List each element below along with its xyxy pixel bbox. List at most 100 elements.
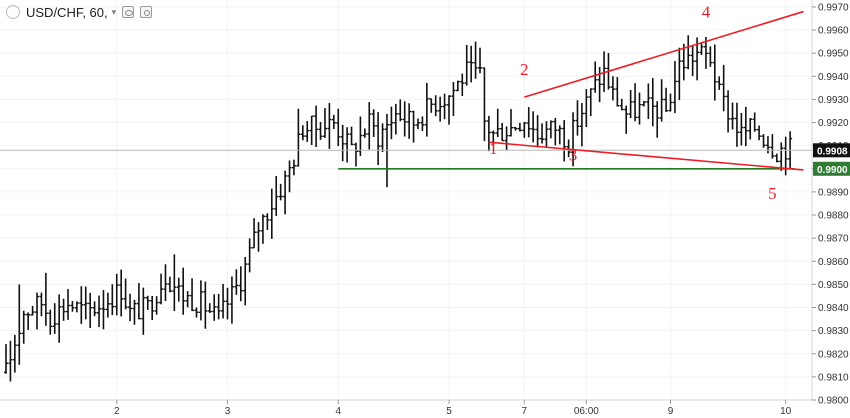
ohlc-bar[interactable] — [136, 283, 141, 320]
ohlc-bar[interactable] — [571, 112, 576, 167]
ohlc-bar[interactable] — [628, 89, 633, 119]
ohlc-bar[interactable] — [362, 128, 367, 138]
ohlc-bar[interactable] — [500, 122, 505, 142]
ohlc-bar[interactable] — [39, 292, 44, 317]
ohlc-bar[interactable] — [726, 90, 731, 133]
visibility-icon[interactable] — [122, 6, 135, 18]
ohlc-bar[interactable] — [717, 76, 722, 90]
ohlc-bar[interactable] — [442, 93, 447, 120]
ohlc-bar[interactable] — [415, 118, 420, 130]
ohlc-bar[interactable] — [535, 115, 540, 148]
ohlc-bar[interactable] — [150, 295, 155, 321]
ohlc-bar[interactable] — [88, 292, 93, 329]
ohlc-bar[interactable] — [66, 289, 71, 320]
ohlc-bar[interactable] — [548, 120, 553, 139]
ohlc-bar[interactable] — [677, 47, 682, 101]
ohlc-bar[interactable] — [681, 43, 686, 81]
ohlc-bar[interactable] — [513, 126, 518, 131]
ohlc-bar[interactable] — [353, 142, 358, 167]
ohlc-bar[interactable] — [690, 45, 695, 77]
ohlc-bar[interactable] — [659, 79, 664, 122]
ohlc-bar[interactable] — [455, 80, 460, 92]
ohlc-bar[interactable] — [478, 47, 483, 74]
ohlc-bar[interactable] — [278, 183, 283, 201]
ohlc-bar[interactable] — [504, 126, 509, 151]
ohlc-bar[interactable] — [207, 303, 212, 313]
ohlc-bar[interactable] — [579, 103, 584, 147]
ohlc-bar[interactable] — [544, 121, 549, 148]
ohlc-bar[interactable] — [540, 123, 545, 144]
ohlc-bar[interactable] — [358, 116, 363, 156]
ohlc-bar[interactable] — [314, 105, 319, 148]
ohlc-bar[interactable] — [212, 294, 217, 321]
ohlc-bar[interactable] — [402, 101, 407, 137]
ohlc-bar[interactable] — [336, 108, 341, 147]
ohlc-bar[interactable] — [610, 76, 615, 101]
ohlc-bar[interactable] — [575, 100, 580, 136]
ohlc-bar[interactable] — [345, 127, 350, 163]
ohlc-bar[interactable] — [216, 293, 221, 320]
ohlc-bar[interactable] — [43, 272, 48, 326]
ohlc-bar[interactable] — [35, 292, 40, 330]
ohlc-bar[interactable] — [562, 120, 567, 162]
ohlc-bar[interactable] — [92, 301, 97, 317]
ohlc-bar[interactable] — [194, 307, 199, 318]
ohlc-bar[interactable] — [473, 41, 478, 79]
ohlc-bar[interactable] — [464, 45, 469, 86]
ohlc-bar[interactable] — [708, 46, 713, 67]
ohlc-bar[interactable] — [119, 269, 124, 317]
ohlc-bar[interactable] — [154, 296, 159, 315]
ohlc-bar[interactable] — [145, 295, 150, 310]
ohlc-bar[interactable] — [624, 105, 629, 134]
ohlc-bar[interactable] — [788, 131, 793, 169]
ohlc-bar[interactable] — [672, 61, 677, 114]
ohlc-bar[interactable] — [79, 286, 84, 324]
ohlc-bar[interactable] — [198, 280, 203, 321]
ohlc-bar[interactable] — [703, 36, 708, 69]
ohlc-bar[interactable] — [12, 334, 17, 373]
ohlc-bar[interactable] — [588, 88, 593, 117]
ohlc-bar[interactable] — [260, 214, 265, 244]
ohlc-bar[interactable] — [447, 95, 451, 125]
ohlc-bar[interactable] — [398, 99, 403, 122]
ohlc-bar[interactable] — [238, 266, 243, 302]
ohlc-bar[interactable] — [26, 312, 31, 330]
ohlc-bar[interactable] — [486, 115, 491, 152]
ohlc-bar[interactable] — [132, 299, 137, 325]
ohlc-bar[interactable] — [17, 284, 22, 365]
ohlc-bar[interactable] — [256, 222, 261, 252]
ohlc-bar[interactable] — [615, 77, 620, 107]
ohlc-bar[interactable] — [287, 160, 292, 193]
ohlc-bar[interactable] — [641, 101, 646, 107]
ohlc-bar[interactable] — [389, 106, 394, 140]
ohlc-bar[interactable] — [752, 112, 757, 132]
ohlc-bar[interactable] — [185, 291, 190, 308]
ohlc-bar[interactable] — [482, 67, 487, 142]
ohlc-bar[interactable] — [300, 125, 305, 141]
ohlc-bar[interactable] — [451, 81, 456, 116]
ohlc-bar[interactable] — [517, 122, 522, 132]
ohlc-bar[interactable] — [296, 108, 301, 167]
ohlc-bar[interactable] — [265, 213, 270, 230]
ohlc-bar[interactable] — [761, 134, 766, 148]
ohlc-bar[interactable] — [105, 292, 110, 318]
ohlc-bar[interactable] — [664, 87, 669, 113]
ohlc-bar[interactable] — [438, 96, 443, 122]
ohlc-bar[interactable] — [247, 238, 252, 273]
lower-trend-line[interactable] — [488, 141, 804, 171]
ohlc-bar[interactable] — [163, 264, 168, 302]
ohlc-bar[interactable] — [593, 61, 598, 93]
ohlc-bar[interactable] — [757, 125, 762, 141]
ohlc-bar[interactable] — [349, 126, 354, 146]
ohlc-bar[interactable] — [393, 103, 398, 135]
ohlc-bar[interactable] — [340, 124, 345, 162]
ohlc-bar[interactable] — [57, 294, 62, 343]
ohlc-bar[interactable] — [734, 102, 739, 147]
ohlc-bar[interactable] — [491, 130, 496, 147]
ohlc-bar[interactable] — [712, 44, 717, 101]
ohlc-bar[interactable] — [291, 159, 296, 176]
ohlc-bar[interactable] — [327, 102, 332, 149]
settings-icon[interactable] — [140, 6, 153, 18]
ohlc-bar[interactable] — [655, 101, 660, 138]
